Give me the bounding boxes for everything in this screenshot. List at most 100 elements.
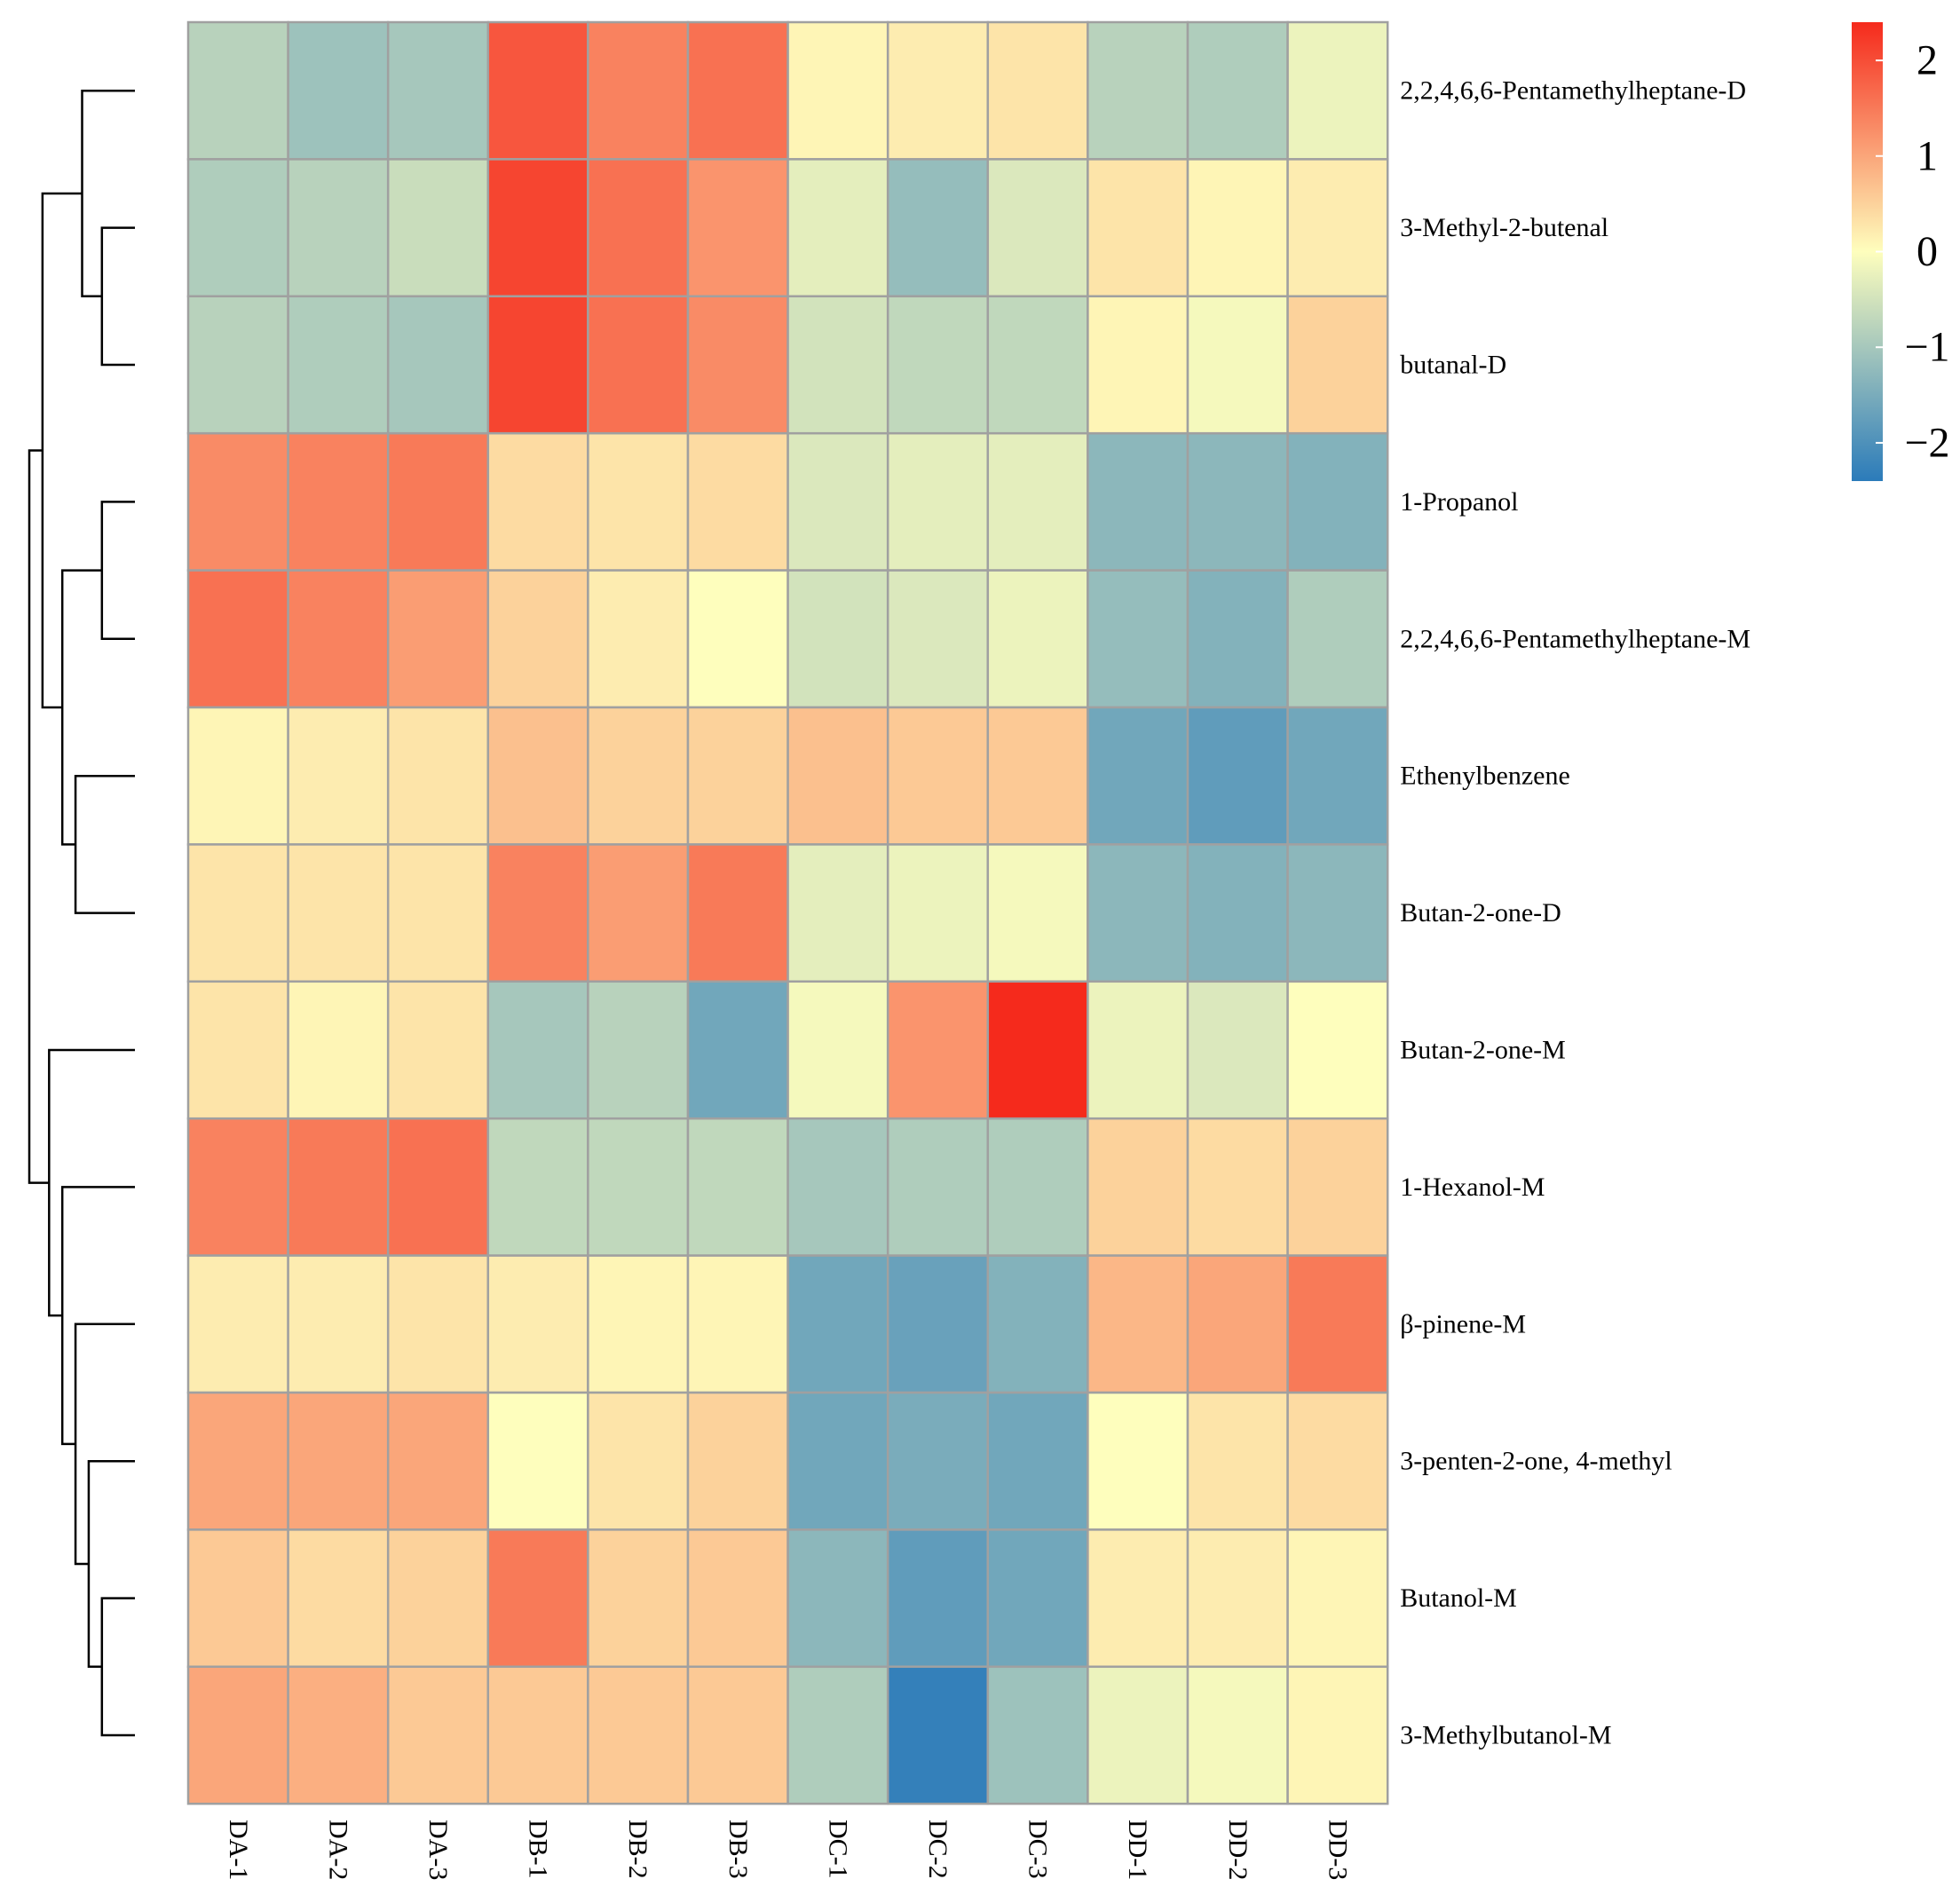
row-label: 2,2,4,6,6-Pentamethylheptane-D (1400, 76, 1746, 106)
heatmap-cell (486, 1528, 589, 1669)
dendrogram-branch (74, 774, 135, 914)
heatmap-cell (287, 431, 390, 572)
heatmap-cell (786, 1254, 889, 1394)
column-label: DB-1 (524, 1820, 553, 1879)
heatmap-cell (186, 1665, 289, 1805)
heatmap-cell (886, 1665, 990, 1805)
heatmap-cell (686, 569, 789, 709)
heatmap-cell (986, 1117, 1089, 1257)
heatmap-cell (186, 1254, 289, 1394)
heatmap-cell (386, 843, 490, 983)
heatmap-cell (686, 1254, 789, 1394)
column-label: DB-3 (723, 1820, 753, 1879)
row-labels: 2,2,4,6,6-Pentamethylheptane-D 3-Methyl-2… (1400, 76, 1751, 1750)
heatmap-cell (886, 1391, 990, 1531)
heatmap-cell (486, 843, 589, 983)
heatmap-cell (686, 843, 789, 983)
column-label: DA-1 (224, 1820, 253, 1880)
heatmap-cell (186, 706, 289, 846)
heatmap-cell (1087, 1117, 1189, 1257)
heatmap-cell (786, 295, 889, 435)
heatmap-cell (287, 20, 390, 161)
heatmap-cell (287, 1117, 390, 1257)
heatmap-cell (386, 569, 490, 709)
heatmap-cell (287, 569, 390, 709)
heatmap-cell (986, 706, 1089, 846)
heatmap-cell (587, 1391, 690, 1531)
heatmap-cell (587, 1528, 690, 1669)
heatmap-cell (1186, 20, 1289, 161)
heatmap-cell (1087, 980, 1189, 1120)
heatmap-cell (686, 431, 789, 572)
heatmap-cell (587, 1117, 690, 1257)
heatmap-cell (786, 706, 889, 846)
heatmap-cell (287, 706, 390, 846)
legend-tick-label: −1 (1904, 324, 1949, 371)
dendrogram-branch (100, 501, 135, 641)
heatmap-cell (686, 20, 789, 161)
heatmap-cell (986, 431, 1089, 572)
heatmap-cell (886, 431, 990, 572)
heatmap-cell (686, 1117, 789, 1257)
heatmap-cell (186, 1528, 289, 1669)
heatmap-cell (386, 1528, 490, 1669)
column-label: DC-1 (823, 1820, 852, 1879)
column-label: DD-2 (1223, 1820, 1253, 1880)
heatmap-cell (886, 569, 990, 709)
heatmap-cell (1186, 980, 1289, 1120)
heatmap-cell (186, 569, 289, 709)
heatmap-cell (686, 158, 789, 298)
heatmap-cell (287, 1391, 390, 1531)
heatmap-cell (686, 295, 789, 435)
heatmap-cell (886, 158, 990, 298)
heatmap-cell (786, 1665, 889, 1805)
heatmap-cell (1286, 1391, 1389, 1531)
row-label: β-pinene-M (1400, 1309, 1526, 1338)
heatmap-cell (186, 980, 289, 1120)
heatmap-cell (1186, 1391, 1289, 1531)
heatmap-cells (186, 20, 1389, 1805)
heatmap-cell (886, 1254, 990, 1394)
heatmap-cell (486, 1117, 589, 1257)
heatmap-cell (986, 1665, 1089, 1805)
heatmap-cell (1087, 569, 1189, 709)
heatmap-cell (186, 20, 289, 161)
heatmap-cell (587, 980, 690, 1120)
heatmap-cell (886, 843, 990, 983)
row-label: 3-penten-2-one, 4-methyl (1400, 1447, 1672, 1476)
row-label: 1-Hexanol-M (1400, 1173, 1545, 1202)
heatmap-cell (986, 1254, 1089, 1394)
heatmap-cell (786, 980, 889, 1120)
heatmap-cell (287, 295, 390, 435)
heatmap-cell (1087, 20, 1189, 161)
row-label: Butan-2-one-M (1400, 1036, 1566, 1065)
heatmap-cell (386, 295, 490, 435)
heatmap-cell (1286, 706, 1389, 846)
legend-tick-label: 2 (1917, 37, 1938, 84)
column-label: DB-2 (623, 1820, 652, 1879)
heatmap-cell (1286, 295, 1389, 435)
heatmap-cell (786, 1391, 889, 1531)
heatmap-cell (1186, 569, 1289, 709)
heatmap-cell (886, 980, 990, 1120)
heatmap-cell (386, 1665, 490, 1805)
column-label: DD-1 (1123, 1820, 1152, 1880)
heatmap-cell (686, 1665, 789, 1805)
heatmap-cell (186, 1391, 289, 1531)
heatmap-cell (386, 20, 490, 161)
heatmap-cell (686, 980, 789, 1120)
heatmap-cell (1087, 706, 1189, 846)
heatmap-cell (587, 158, 690, 298)
row-label: 2,2,4,6,6-Pentamethylheptane-M (1400, 624, 1751, 653)
heatmap-cell (486, 706, 589, 846)
heatmap-cell (786, 20, 889, 161)
row-label: Butan-2-one-D (1400, 898, 1561, 928)
heatmap-cell (1286, 569, 1389, 709)
heatmap-cell (1186, 706, 1289, 846)
heatmap-cell (786, 569, 889, 709)
heatmap-cell (1186, 431, 1289, 572)
legend-tick-label: −2 (1904, 419, 1949, 466)
heatmap-cell (486, 295, 589, 435)
heatmap-cell (1286, 1117, 1389, 1257)
